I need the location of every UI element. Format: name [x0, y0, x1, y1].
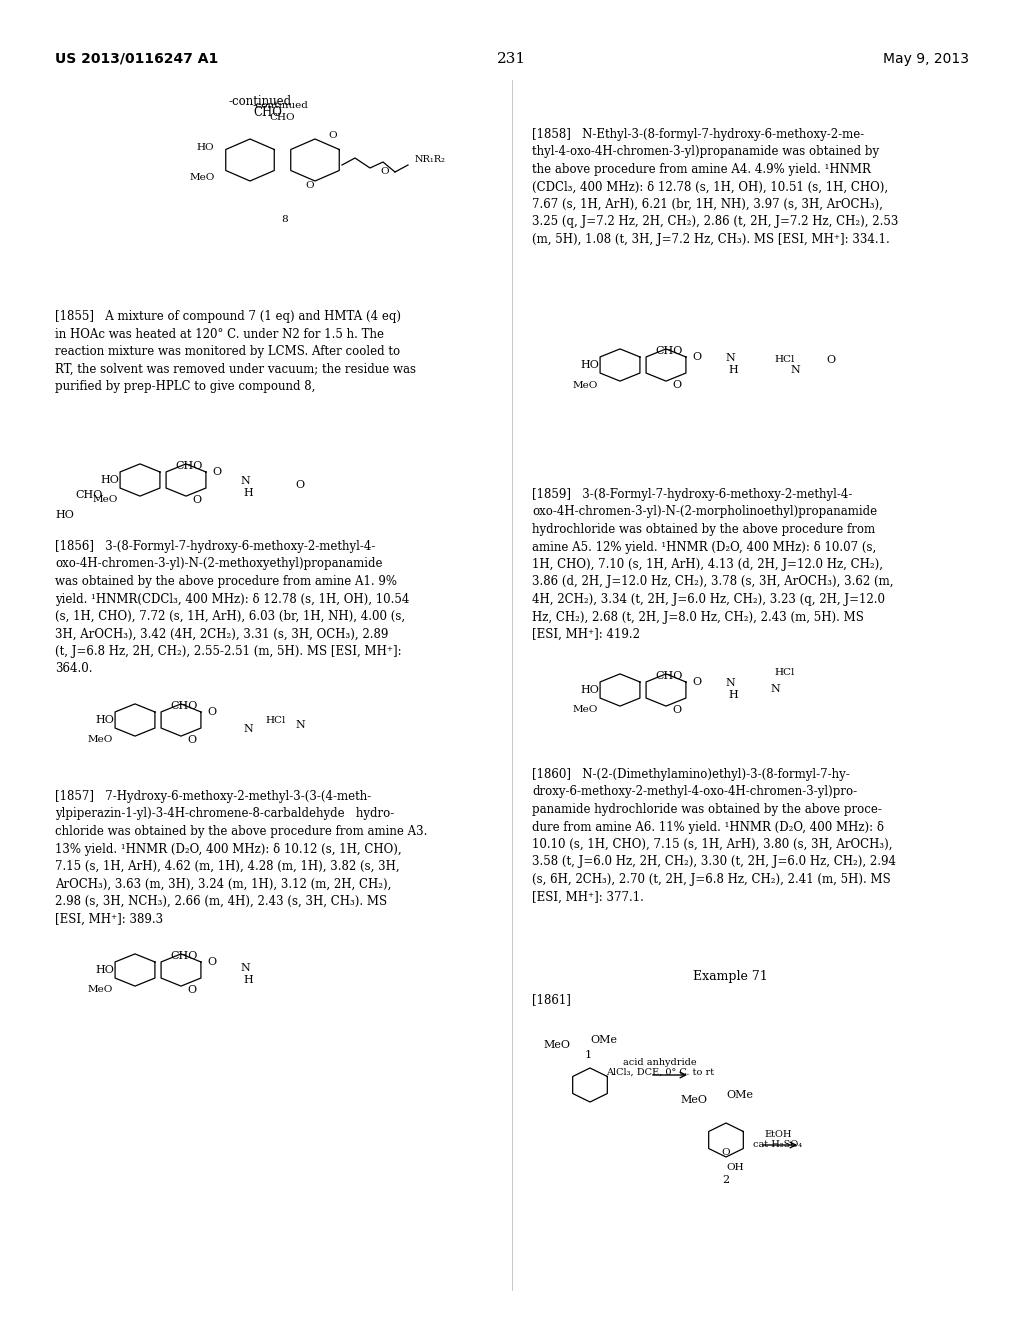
Text: O: O — [295, 480, 304, 490]
Text: acid anhydride: acid anhydride — [624, 1059, 696, 1067]
Text: O: O — [207, 957, 216, 968]
Text: 2: 2 — [723, 1175, 729, 1185]
Text: O: O — [328, 131, 337, 140]
Text: O: O — [187, 985, 197, 995]
Text: EtOH: EtOH — [764, 1130, 792, 1139]
Text: N: N — [295, 719, 305, 730]
Text: [1857]   7-Hydroxy-6-methoxy-2-methyl-3-(3-(4-meth-
ylpiperazin-1-yl)-3-4H-chrom: [1857] 7-Hydroxy-6-methoxy-2-methyl-3-(3… — [55, 789, 427, 925]
Text: AlCl₃, DCE, 0° C. to rt: AlCl₃, DCE, 0° C. to rt — [606, 1068, 714, 1077]
Text: MeO: MeO — [88, 986, 114, 994]
Text: CHO: CHO — [75, 490, 102, 500]
Text: N: N — [240, 964, 250, 973]
Text: O: O — [692, 677, 701, 686]
Text: MeO: MeO — [189, 173, 215, 182]
Text: May 9, 2013: May 9, 2013 — [883, 51, 969, 66]
Text: H: H — [243, 488, 253, 498]
Text: CHO: CHO — [170, 950, 198, 961]
Text: N: N — [790, 366, 800, 375]
Text: [1860]   N-(2-(Dimethylamino)ethyl)-3-(8-formyl-7-hy-
droxy-6-methoxy-2-methyl-4: [1860] N-(2-(Dimethylamino)ethyl)-3-(8-f… — [532, 768, 896, 903]
Text: MeO: MeO — [93, 495, 119, 504]
Text: MeO: MeO — [680, 1096, 707, 1105]
Text: [1856]   3-(8-Formyl-7-hydroxy-6-methoxy-2-methyl-4-
oxo-4H-chromen-3-yl)-N-(2-m: [1856] 3-(8-Formyl-7-hydroxy-6-methoxy-2… — [55, 540, 410, 676]
Text: CHO: CHO — [655, 671, 682, 681]
Text: OMe: OMe — [726, 1090, 753, 1100]
Text: OMe: OMe — [590, 1035, 617, 1045]
Text: HO: HO — [197, 144, 214, 153]
Text: HO: HO — [95, 715, 114, 725]
Text: OH: OH — [726, 1163, 743, 1172]
Text: O: O — [672, 705, 681, 715]
Text: HCl: HCl — [774, 355, 795, 364]
Text: H: H — [728, 690, 737, 700]
Text: cat H₂SO₄: cat H₂SO₄ — [754, 1140, 803, 1148]
Text: O: O — [212, 467, 221, 477]
Text: 1: 1 — [585, 1049, 592, 1060]
Text: N: N — [243, 723, 253, 734]
Text: HO: HO — [580, 685, 599, 696]
Text: 231: 231 — [498, 51, 526, 66]
Text: HCl: HCl — [265, 715, 286, 725]
Text: O: O — [207, 708, 216, 717]
Text: O: O — [193, 495, 201, 506]
Text: HO: HO — [95, 965, 114, 975]
Text: O: O — [381, 168, 389, 177]
Text: O: O — [672, 380, 681, 389]
Text: -continued: -continued — [228, 95, 292, 108]
Text: HCl: HCl — [774, 668, 795, 677]
Text: CHO: CHO — [175, 461, 203, 471]
Text: N: N — [770, 684, 779, 694]
Text: 8: 8 — [282, 215, 289, 224]
Text: H: H — [243, 975, 253, 985]
Text: CHO: CHO — [269, 114, 295, 121]
Text: -continued: -continued — [252, 102, 308, 110]
Text: N: N — [240, 477, 250, 486]
Text: N: N — [725, 352, 735, 363]
Text: [1859]   3-(8-Formyl-7-hydroxy-6-methoxy-2-methyl-4-
oxo-4H-chromen-3-yl)-N-(2-m: [1859] 3-(8-Formyl-7-hydroxy-6-methoxy-2… — [532, 488, 894, 642]
Text: H: H — [728, 366, 737, 375]
Text: US 2013/0116247 A1: US 2013/0116247 A1 — [55, 51, 218, 66]
Text: MeO: MeO — [543, 1040, 570, 1049]
Text: MeO: MeO — [573, 705, 598, 714]
Text: Example 71: Example 71 — [692, 970, 767, 983]
Text: HO: HO — [100, 475, 119, 484]
Text: [1861]: [1861] — [532, 993, 570, 1006]
Text: CHO: CHO — [170, 701, 198, 711]
Text: O: O — [692, 352, 701, 362]
Text: CHO: CHO — [655, 346, 682, 356]
Text: HO: HO — [55, 510, 74, 520]
Text: O: O — [722, 1148, 730, 1158]
Text: CHO: CHO — [254, 106, 283, 119]
Text: NR₁R₂: NR₁R₂ — [415, 156, 445, 165]
Text: [1858]   N-Ethyl-3-(8-formyl-7-hydroxy-6-methoxy-2-me-
thyl-4-oxo-4H-chromen-3-y: [1858] N-Ethyl-3-(8-formyl-7-hydroxy-6-m… — [532, 128, 898, 246]
Text: [1855]   A mixture of compound 7 (1 eq) and HMTA (4 eq)
in HOAc was heated at 12: [1855] A mixture of compound 7 (1 eq) an… — [55, 310, 416, 393]
Text: O: O — [187, 735, 197, 744]
Text: O: O — [306, 181, 314, 190]
Text: MeO: MeO — [573, 380, 598, 389]
Text: HO: HO — [580, 360, 599, 370]
Text: MeO: MeO — [88, 735, 114, 744]
Text: N: N — [725, 678, 735, 688]
Text: O: O — [826, 355, 836, 366]
